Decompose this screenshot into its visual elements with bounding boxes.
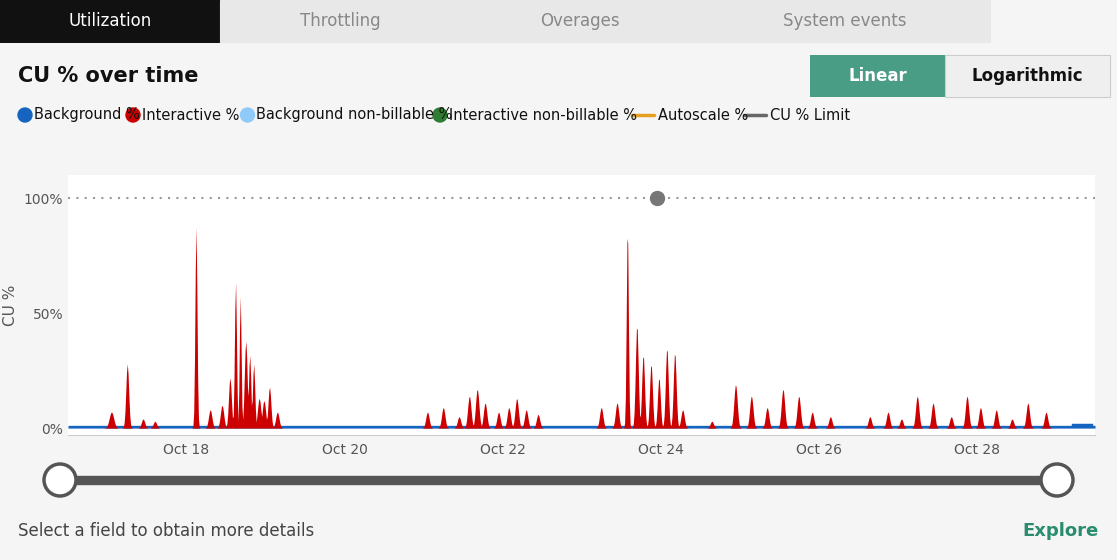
Text: System events: System events [783, 12, 907, 30]
Circle shape [126, 108, 140, 122]
Y-axis label: CU %: CU % [3, 284, 18, 326]
Text: Interactive non-billable %: Interactive non-billable % [449, 108, 637, 123]
Text: Background non-billable %: Background non-billable % [257, 108, 452, 123]
Text: Logarithmic: Logarithmic [972, 67, 1083, 85]
Text: Throttling: Throttling [299, 12, 380, 30]
Text: Utilization: Utilization [68, 12, 152, 30]
Circle shape [433, 108, 447, 122]
Text: Linear: Linear [848, 67, 907, 85]
Text: CU % over time: CU % over time [18, 66, 199, 86]
FancyBboxPatch shape [945, 55, 1110, 97]
Text: Background %: Background % [34, 108, 140, 123]
Text: Select a field to obtain more details: Select a field to obtain more details [18, 522, 314, 540]
Bar [700, 0, 990, 43]
Circle shape [240, 108, 255, 122]
Text: CU % Limit: CU % Limit [770, 108, 850, 123]
Bar [60, 476, 1057, 484]
Text: Overages: Overages [541, 12, 620, 30]
Bar [460, 0, 700, 43]
Text: Explore: Explore [1023, 522, 1099, 540]
Circle shape [18, 108, 32, 122]
Circle shape [44, 464, 76, 496]
FancyBboxPatch shape [810, 55, 945, 97]
Circle shape [1041, 464, 1073, 496]
Bar [0, 0, 220, 43]
Bar [220, 0, 460, 43]
Text: Interactive %: Interactive % [142, 108, 239, 123]
Text: Autoscale %: Autoscale % [658, 108, 748, 123]
